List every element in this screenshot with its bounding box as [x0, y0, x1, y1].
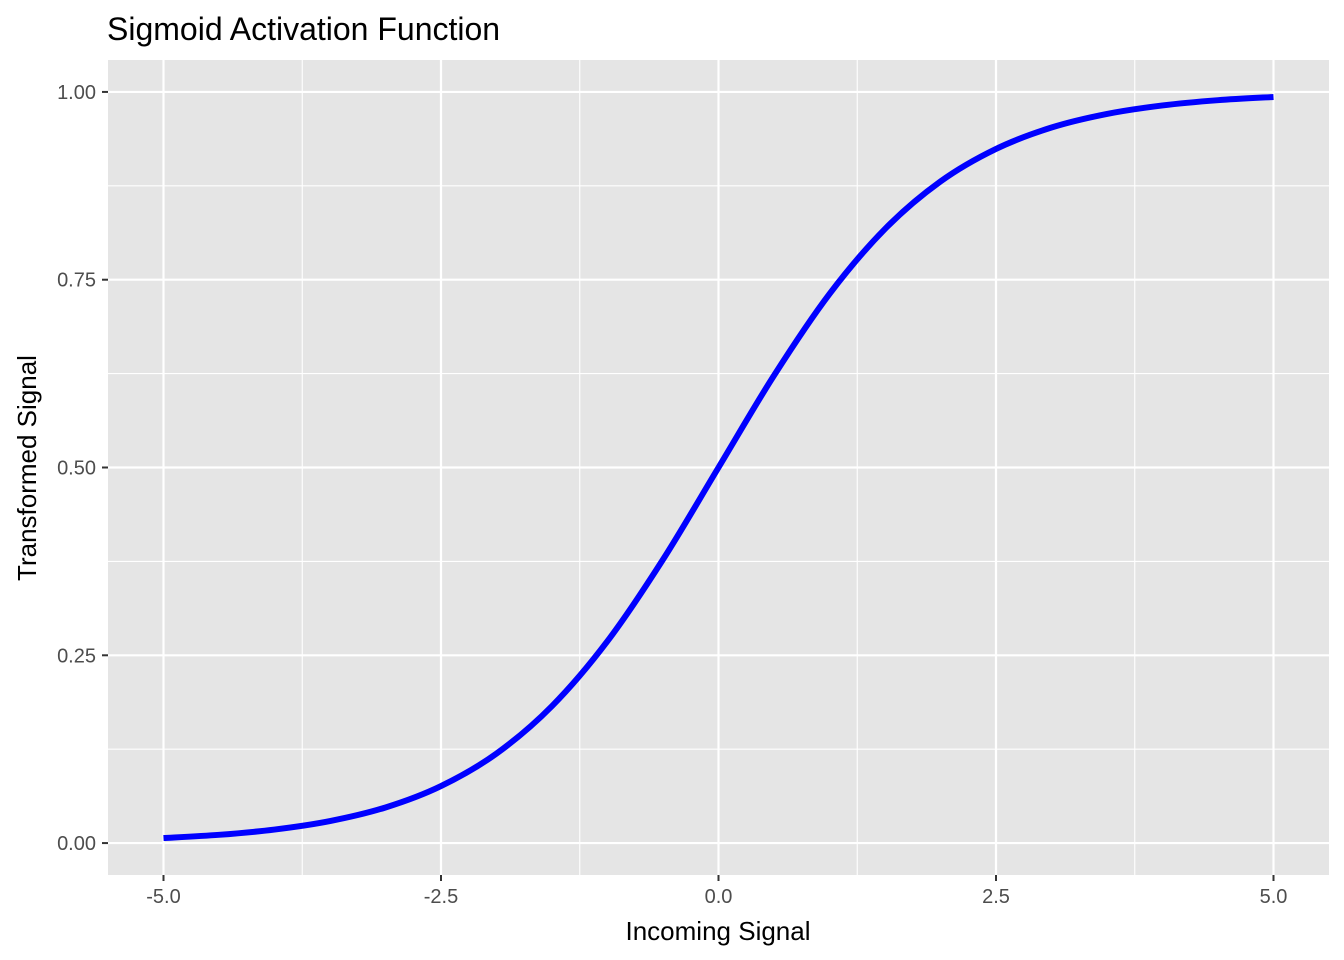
x-tick-label: 2.5	[982, 886, 1010, 908]
x-tick-label: -5.0	[146, 886, 180, 908]
series-layer	[163, 93, 1274, 842]
y-tick-label: 0.00	[57, 833, 96, 855]
x-tick-label: 0.0	[705, 886, 733, 908]
x-axis-title: Incoming Signal	[626, 916, 811, 946]
x-tick-label: -2.5	[424, 886, 458, 908]
y-tick-label: 0.25	[57, 645, 96, 667]
axes: -5.0 -2.5 0.0 2.5 5.0 0.00 0.25 0.50 0.75 1.00	[57, 82, 1287, 908]
y-axis-title: Transformed Signal	[12, 355, 42, 581]
y-tick-label: 0.75	[57, 270, 96, 292]
chart-title: Sigmoid Activation Function	[107, 11, 500, 47]
y-tick-label: 0.50	[57, 458, 96, 480]
x-tick-label: 5.0	[1260, 886, 1288, 908]
sigmoid-series-line	[163, 93, 1274, 842]
y-tick-label: 1.00	[57, 82, 96, 104]
